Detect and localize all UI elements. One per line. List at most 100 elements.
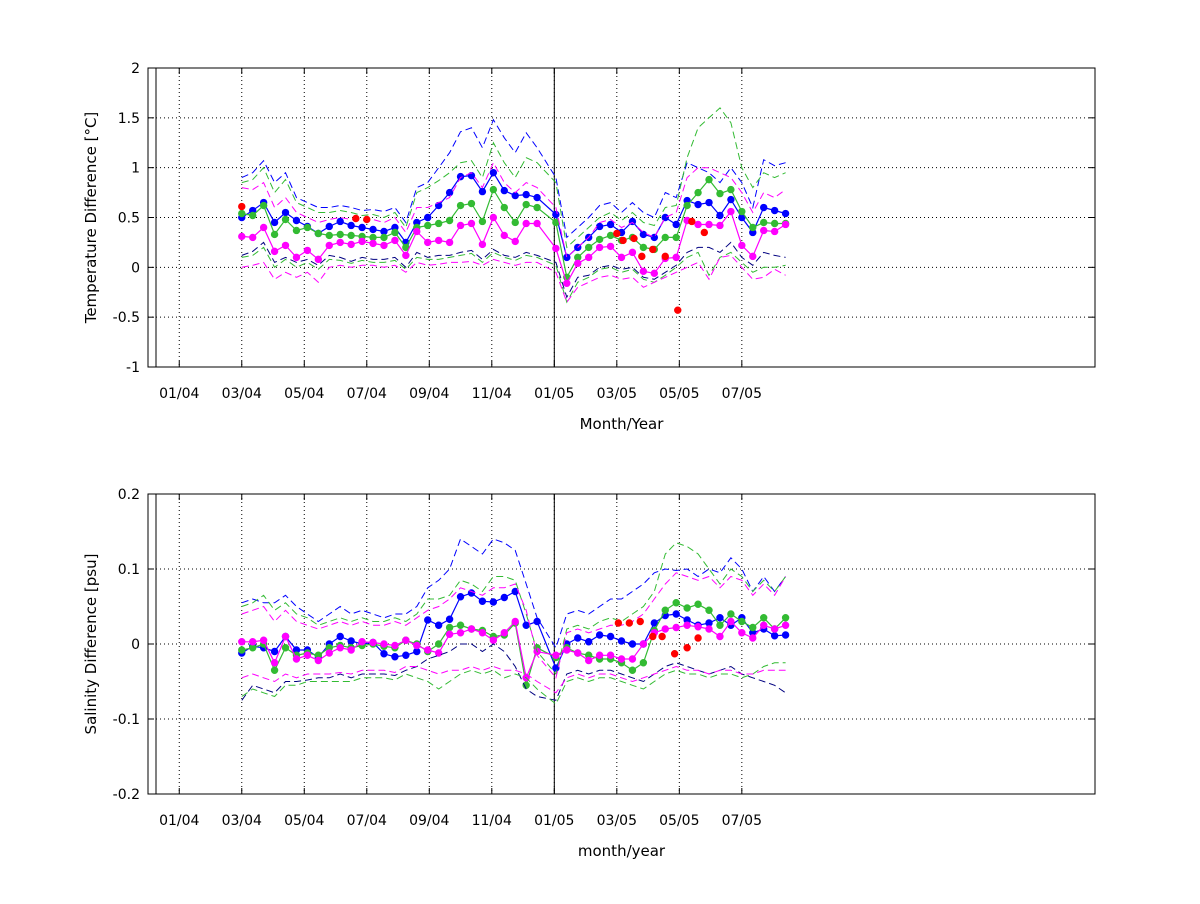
sal-series-9 bbox=[614, 617, 702, 658]
temp-data-point bbox=[760, 203, 768, 212]
sal-data-point bbox=[456, 629, 465, 637]
sal-data-point bbox=[424, 616, 432, 624]
temp-data-point bbox=[661, 233, 669, 242]
sal-x-tick-label: 03/04 bbox=[222, 813, 262, 829]
temp-data-point bbox=[478, 217, 487, 226]
sal-data-point bbox=[281, 644, 290, 652]
sal-x-tick-label: 03/05 bbox=[597, 813, 637, 829]
sal-series-line bbox=[241, 662, 786, 705]
temp-x-tick-label: 03/05 bbox=[597, 386, 637, 402]
sal-data-point bbox=[749, 634, 757, 642]
temp-series-4 bbox=[241, 107, 786, 249]
sal-x-axis-label: month/year bbox=[578, 842, 666, 860]
temp-data-point bbox=[347, 231, 355, 240]
temp-data-point bbox=[347, 240, 355, 249]
sal-data-point bbox=[434, 621, 443, 629]
sal-series-line bbox=[241, 572, 787, 679]
temp-data-point bbox=[249, 233, 257, 242]
sal-series-6 bbox=[241, 643, 786, 701]
sal-data-point bbox=[522, 621, 530, 629]
temp-x-tick-label: 07/05 bbox=[722, 386, 762, 402]
temp-data-point bbox=[369, 233, 377, 242]
sal-data-point bbox=[347, 637, 355, 645]
temp-data-point bbox=[456, 201, 465, 210]
temp-data-point bbox=[336, 230, 344, 239]
sal-data-point bbox=[738, 617, 746, 626]
temp-data-point bbox=[661, 213, 669, 222]
temp-data-point bbox=[292, 253, 301, 262]
sal-data-point bbox=[552, 664, 560, 672]
sal-data-point bbox=[238, 646, 246, 654]
sal-series-line bbox=[241, 538, 787, 649]
sal-data-point bbox=[694, 600, 702, 608]
sal-data-point bbox=[270, 666, 279, 674]
temp-data-point bbox=[259, 201, 268, 210]
sal-y-axis-label: Salinity Difference [psu] bbox=[82, 554, 100, 735]
temp-data-point bbox=[661, 252, 669, 261]
sal-data-point bbox=[683, 644, 691, 652]
temp-data-point bbox=[522, 190, 530, 199]
temp-data-point bbox=[716, 211, 724, 220]
sal-data-point bbox=[661, 606, 669, 614]
sal-data-point bbox=[727, 617, 735, 626]
sal-y-tick-label: 0.2 bbox=[118, 487, 140, 503]
sal-data-point bbox=[716, 614, 724, 622]
sal-data-point bbox=[552, 651, 560, 659]
sal-data-point bbox=[639, 659, 648, 667]
temp-data-point bbox=[424, 238, 432, 247]
sal-x-tick-label: 11/04 bbox=[472, 813, 512, 829]
temp-data-point bbox=[511, 237, 519, 246]
temp-x-tick-label: 01/05 bbox=[534, 386, 574, 402]
temp-series-6 bbox=[241, 241, 786, 299]
sal-data-point bbox=[716, 632, 724, 641]
temp-data-point bbox=[238, 232, 246, 241]
sal-x-tick-label: 09/04 bbox=[409, 813, 449, 829]
temp-series-5 bbox=[241, 161, 786, 259]
temp-data-point bbox=[749, 223, 757, 232]
sal-data-point bbox=[369, 638, 377, 647]
sal-data-point bbox=[249, 638, 257, 646]
temp-data-point bbox=[770, 206, 779, 215]
temp-data-point bbox=[325, 222, 333, 231]
temp-data-point bbox=[347, 221, 355, 230]
temp-data-point bbox=[639, 243, 648, 252]
sal-series-line bbox=[241, 542, 787, 676]
sal-data-point bbox=[749, 623, 757, 632]
temp-data-point bbox=[574, 259, 582, 268]
sal-data-point bbox=[533, 617, 541, 626]
temp-data-point bbox=[445, 216, 454, 225]
temp-data-point bbox=[314, 255, 323, 264]
temp-series-3 bbox=[241, 118, 786, 239]
temp-data-point bbox=[727, 207, 735, 216]
temp-data-point bbox=[325, 231, 333, 240]
sal-data-point bbox=[336, 644, 344, 652]
temp-data-point bbox=[259, 223, 268, 232]
temp-data-point bbox=[478, 187, 487, 196]
temp-data-point bbox=[533, 219, 541, 228]
temp-series-line bbox=[241, 107, 786, 249]
sal-data-point bbox=[636, 617, 644, 626]
sal-data-point bbox=[705, 625, 713, 633]
temp-x-tick-label: 05/05 bbox=[659, 386, 699, 402]
temp-data-point bbox=[760, 226, 768, 235]
sal-data-point bbox=[238, 638, 246, 646]
temp-data-point bbox=[552, 210, 560, 219]
temp-data-point bbox=[674, 306, 682, 314]
temp-data-point bbox=[595, 243, 604, 252]
temp-data-point bbox=[352, 214, 360, 223]
sal-data-point bbox=[672, 610, 680, 618]
sal-data-point bbox=[639, 640, 648, 648]
temp-data-point bbox=[672, 233, 680, 242]
temp-data-point bbox=[672, 220, 680, 229]
temp-data-point bbox=[380, 227, 388, 236]
temp-data-point bbox=[281, 208, 290, 217]
temp-data-point bbox=[650, 269, 659, 278]
sal-data-point bbox=[628, 655, 637, 663]
temp-data-point bbox=[314, 229, 323, 238]
temp-data-point bbox=[688, 217, 696, 226]
temp-series-line bbox=[241, 246, 786, 304]
temp-series-9 bbox=[238, 202, 709, 314]
sal-data-point bbox=[705, 606, 713, 614]
sal-data-point bbox=[424, 646, 432, 654]
temp-data-point bbox=[522, 200, 530, 209]
